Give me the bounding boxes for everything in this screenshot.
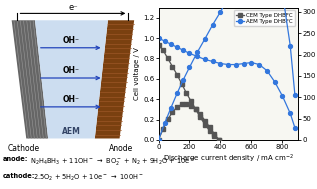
Polygon shape: [35, 20, 108, 139]
Text: anode:: anode:: [3, 156, 29, 162]
Text: Cathode: Cathode: [7, 144, 39, 153]
Text: 2.5O$_2$ + 5H$_2$O + 10e$^-$ $\rightarrow$ 100H$^-$: 2.5O$_2$ + 5H$_2$O + 10e$^-$ $\rightarro…: [33, 173, 144, 183]
X-axis label: Discharge current density / mA cm$^{-2}$: Discharge current density / mA cm$^{-2}$: [163, 153, 294, 165]
Text: OH⁻: OH⁻: [63, 95, 80, 104]
Text: N$_2$H$_4$BH$_3$ + 11OH$^-$ $\rightarrow$ BO$_2^-$ + N$_2$ + 9H$_2$O + 10e$^-$: N$_2$H$_4$BH$_3$ + 11OH$^-$ $\rightarrow…: [30, 156, 195, 167]
Y-axis label: Cell voltage / V: Cell voltage / V: [134, 47, 140, 100]
Text: Anode: Anode: [109, 144, 133, 153]
Text: e⁻: e⁻: [68, 3, 78, 12]
Polygon shape: [12, 20, 48, 139]
Text: OH⁻: OH⁻: [63, 36, 80, 45]
Legend: CEM Type DHBFC, AEM Type DHBFC: CEM Type DHBFC, AEM Type DHBFC: [234, 10, 295, 26]
Text: OH⁻: OH⁻: [63, 66, 80, 75]
Text: AEM: AEM: [62, 127, 81, 136]
Text: cathode:: cathode:: [3, 173, 36, 179]
Polygon shape: [95, 20, 134, 139]
